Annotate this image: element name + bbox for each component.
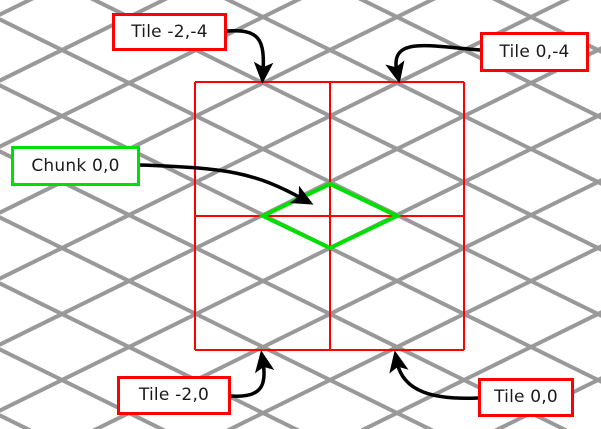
callout-label-tile-0-neg4[interactable]: Tile 0,-4 xyxy=(480,32,589,72)
highlighted-tile-diamond xyxy=(258,181,402,251)
callout-label-tile-0-0[interactable]: Tile 0,0 xyxy=(478,378,574,417)
callout-label-tile-neg2-0[interactable]: Tile -2,0 xyxy=(117,376,231,415)
chunk-outline-box xyxy=(194,81,465,351)
callout-label-text: Chunk 0,0 xyxy=(31,155,120,176)
callout-label-text: Tile 0,0 xyxy=(494,387,558,407)
callout-label-tile-neg2-neg4[interactable]: Tile -2,-4 xyxy=(112,13,227,51)
arrow-to-tile-neg2-neg4 xyxy=(225,29,274,84)
arrow-to-tile-neg2-0 xyxy=(229,350,275,398)
callout-label-chunk-0-0[interactable]: Chunk 0,0 xyxy=(11,146,140,186)
arrow-to-chunk-0-0 xyxy=(138,163,314,205)
arrow-to-tile-0-neg4 xyxy=(385,43,482,84)
callout-label-text: Tile -2,0 xyxy=(138,385,210,405)
callout-label-text: Tile 0,-4 xyxy=(499,41,570,62)
tile-highlight-diamond xyxy=(258,181,402,251)
callout-arrows xyxy=(138,29,482,401)
callout-label-text: Tile -2,-4 xyxy=(131,21,208,42)
arrow-to-tile-0-0 xyxy=(389,350,480,401)
